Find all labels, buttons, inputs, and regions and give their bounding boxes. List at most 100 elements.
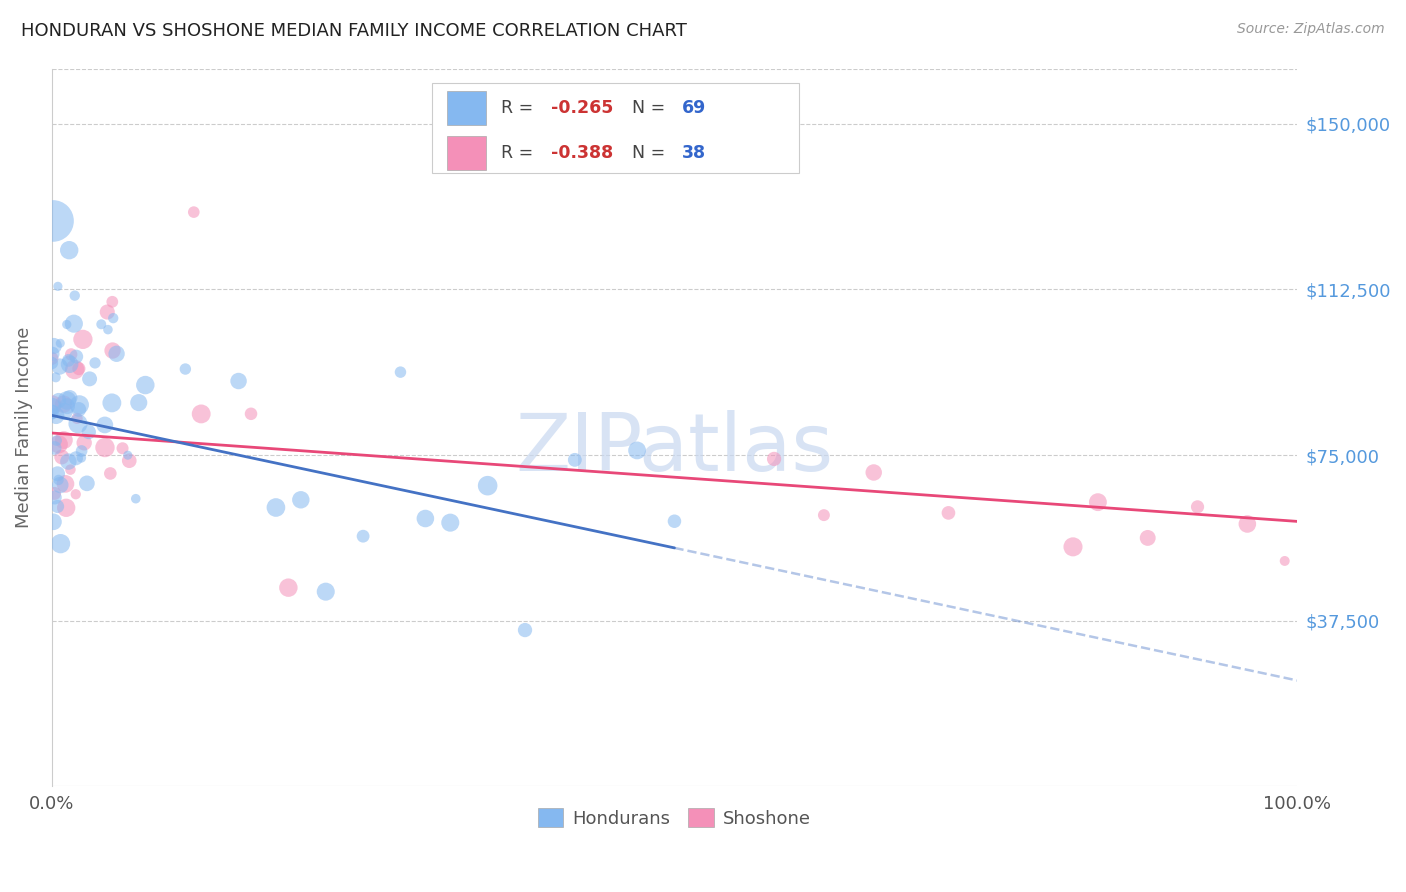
FancyBboxPatch shape: [432, 83, 799, 173]
Point: [65, 350, 87, 364]
Point: [79, 372, 101, 386]
Point: [105, 347, 128, 361]
Point: [42, 339, 65, 353]
Text: -0.265: -0.265: [551, 99, 613, 117]
Point: [51, 450, 73, 464]
Point: [63, 288, 86, 302]
Point: [42, 515, 65, 529]
Point: [65, 487, 87, 501]
Text: N =: N =: [633, 144, 671, 161]
Point: [41, 405, 63, 419]
Point: [477, 478, 499, 492]
Text: -0.388: -0.388: [551, 144, 613, 161]
Point: [73, 435, 96, 450]
Point: [44, 491, 66, 505]
Point: [56, 399, 79, 413]
Point: [664, 514, 686, 528]
Text: R =: R =: [502, 144, 538, 161]
Point: [49, 336, 72, 351]
Text: Source: ZipAtlas.com: Source: ZipAtlas.com: [1237, 22, 1385, 37]
Point: [59, 391, 82, 405]
Point: [117, 448, 139, 462]
Point: [41, 351, 63, 366]
Point: [41, 397, 63, 411]
Point: [228, 374, 250, 388]
Point: [277, 581, 299, 595]
Point: [48, 393, 70, 408]
Point: [41, 347, 63, 361]
Point: [98, 467, 121, 481]
Y-axis label: Median Family Income: Median Family Income: [15, 326, 32, 528]
Point: [1062, 540, 1084, 554]
Point: [1187, 500, 1209, 514]
Point: [128, 395, 150, 409]
Point: [49, 478, 72, 492]
Text: R =: R =: [502, 99, 538, 117]
Point: [1236, 516, 1258, 531]
Point: [67, 361, 90, 376]
Point: [174, 362, 197, 376]
Point: [60, 347, 83, 361]
Point: [41, 408, 63, 422]
Point: [44, 486, 66, 500]
Point: [45, 434, 67, 448]
Point: [264, 500, 287, 515]
Point: [65, 451, 87, 466]
Text: 69: 69: [682, 99, 706, 117]
Point: [111, 442, 134, 456]
Point: [48, 437, 70, 451]
Text: 38: 38: [682, 144, 706, 161]
Point: [52, 397, 75, 411]
Point: [415, 511, 437, 525]
Point: [290, 492, 312, 507]
Point: [118, 453, 141, 467]
Point: [352, 529, 374, 543]
Point: [439, 516, 461, 530]
Point: [70, 444, 93, 458]
FancyBboxPatch shape: [447, 91, 486, 125]
Point: [46, 500, 69, 514]
Point: [84, 356, 107, 370]
Point: [70, 450, 93, 465]
Point: [90, 318, 112, 332]
Point: [49, 536, 72, 550]
Point: [1274, 554, 1296, 568]
Point: [45, 370, 67, 384]
Point: [94, 417, 117, 432]
Point: [58, 454, 80, 468]
Point: [55, 476, 77, 491]
Point: [63, 317, 86, 331]
Point: [46, 279, 69, 293]
Point: [101, 343, 124, 358]
Point: [59, 462, 82, 476]
Point: [67, 398, 90, 412]
Point: [48, 359, 70, 374]
Point: [862, 466, 884, 480]
Point: [1136, 531, 1159, 545]
Text: HONDURAN VS SHOSHONE MEDIAN FAMILY INCOME CORRELATION CHART: HONDURAN VS SHOSHONE MEDIAN FAMILY INCOM…: [21, 22, 688, 40]
Point: [190, 407, 212, 421]
Point: [55, 500, 77, 515]
Point: [52, 433, 75, 447]
Point: [56, 393, 79, 408]
Point: [97, 323, 120, 337]
Point: [48, 473, 70, 487]
Point: [44, 441, 66, 455]
Point: [66, 411, 89, 425]
Point: [55, 318, 77, 332]
Point: [72, 332, 94, 346]
Point: [53, 404, 76, 418]
Legend: Hondurans, Shoshone: Hondurans, Shoshone: [531, 801, 818, 835]
Point: [58, 353, 80, 368]
Point: [77, 425, 100, 439]
Text: N =: N =: [633, 99, 671, 117]
Point: [46, 467, 69, 481]
Point: [183, 205, 205, 219]
Point: [513, 623, 536, 637]
Point: [42, 403, 65, 417]
Point: [42, 214, 65, 228]
Point: [59, 357, 82, 371]
Point: [58, 243, 80, 257]
Point: [315, 584, 337, 599]
Point: [134, 378, 156, 392]
